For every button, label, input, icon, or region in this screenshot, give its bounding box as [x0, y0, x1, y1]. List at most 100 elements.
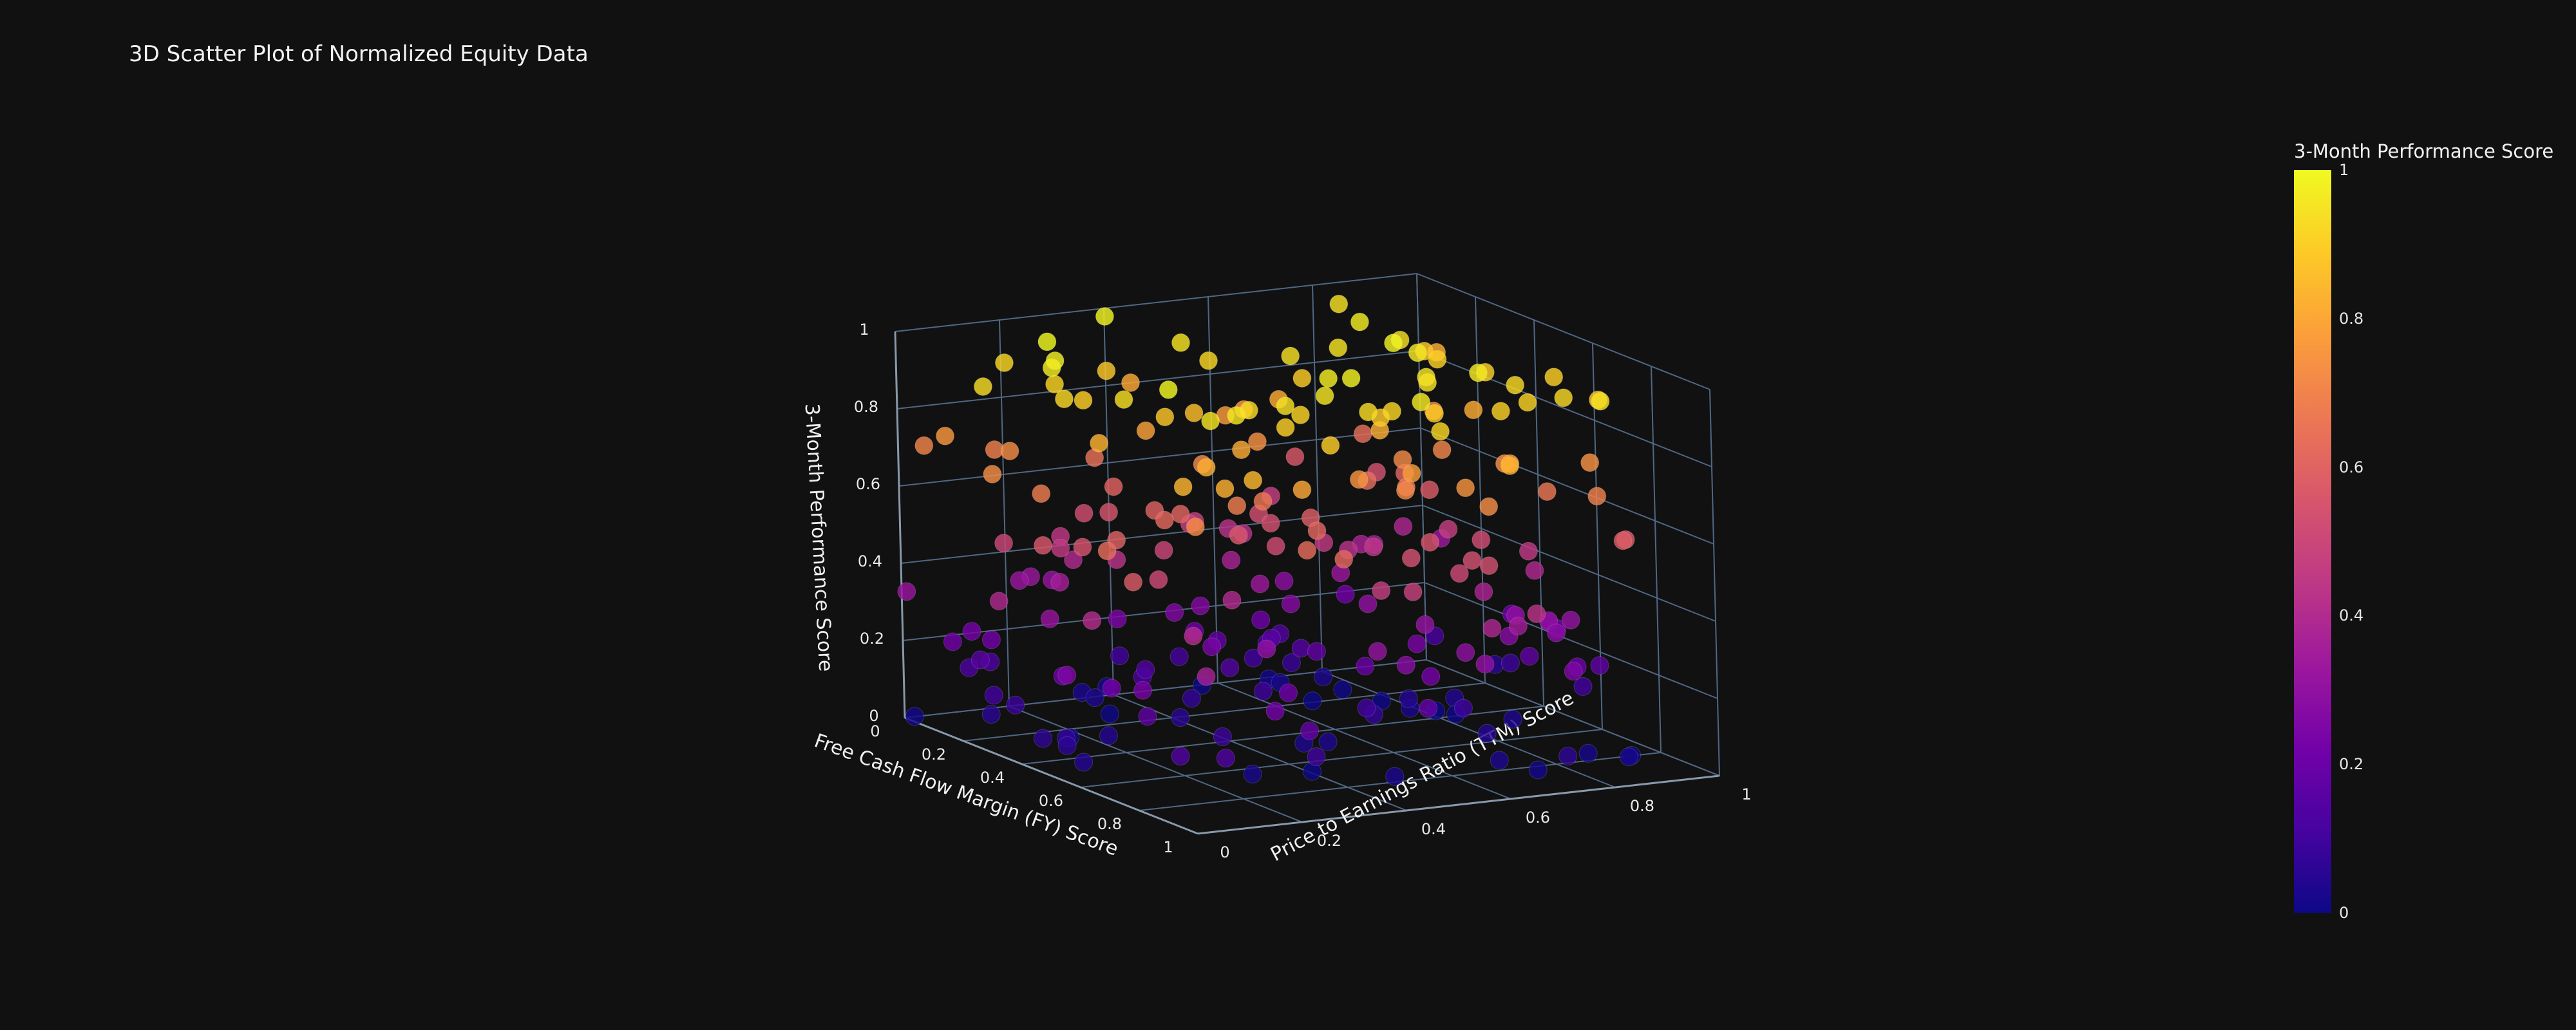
data-point[interactable] — [1399, 689, 1418, 708]
data-point[interactable] — [1578, 744, 1598, 763]
data-point[interactable] — [1349, 470, 1368, 489]
data-point[interactable] — [1136, 660, 1155, 679]
data-point[interactable] — [1319, 369, 1338, 388]
data-point[interactable] — [1074, 391, 1093, 410]
data-point[interactable] — [1182, 689, 1201, 708]
data-point[interactable] — [1527, 604, 1546, 623]
data-point[interactable] — [1418, 373, 1437, 392]
data-point[interactable] — [1353, 424, 1372, 444]
data-point[interactable] — [1100, 704, 1119, 724]
data-point[interactable] — [936, 426, 954, 445]
data-point[interactable] — [1402, 464, 1421, 483]
data-point[interactable] — [1276, 397, 1295, 416]
data-point[interactable] — [1475, 655, 1495, 674]
data-point[interactable] — [1006, 695, 1025, 715]
data-point[interactable] — [1482, 619, 1502, 638]
data-point[interactable] — [1222, 590, 1242, 610]
data-point[interactable] — [1170, 647, 1189, 666]
data-point[interactable] — [1173, 477, 1193, 496]
data-point[interactable] — [1464, 400, 1483, 420]
data-point[interactable] — [1432, 440, 1452, 460]
data-point[interactable] — [1456, 643, 1475, 662]
data-point[interactable] — [1064, 550, 1083, 570]
data-point[interactable] — [1321, 436, 1340, 455]
data-point[interactable] — [1307, 747, 1326, 766]
data-point[interactable] — [1124, 572, 1143, 592]
data-point[interactable] — [1291, 639, 1311, 658]
data-point[interactable] — [1396, 655, 1416, 675]
data-point[interactable] — [1393, 450, 1412, 469]
data-point[interactable] — [1265, 702, 1285, 721]
data-point[interactable] — [1394, 517, 1413, 536]
data-point[interactable] — [1477, 724, 1497, 743]
data-point[interactable] — [1231, 440, 1251, 460]
data-point[interactable] — [1083, 611, 1102, 630]
data-point[interactable] — [1372, 581, 1391, 600]
data-point[interactable] — [1428, 350, 1447, 369]
data-point[interactable] — [1525, 561, 1544, 580]
data-point[interactable] — [1336, 585, 1355, 604]
data-point[interactable] — [973, 377, 992, 396]
data-point[interactable] — [1474, 582, 1493, 601]
data-point[interactable] — [1358, 594, 1378, 613]
data-point[interactable] — [1073, 538, 1092, 557]
data-point[interactable] — [1591, 391, 1610, 411]
data-point[interactable] — [1587, 487, 1607, 506]
data-point[interactable] — [1227, 406, 1246, 425]
data-point[interactable] — [1396, 481, 1415, 500]
data-point[interactable] — [1279, 683, 1298, 702]
data-point[interactable] — [1416, 615, 1435, 634]
data-point[interactable] — [1136, 421, 1155, 440]
data-point[interactable] — [1425, 404, 1444, 423]
data-point[interactable] — [1300, 721, 1320, 740]
data-point[interactable] — [1421, 532, 1439, 552]
data-point[interactable] — [1032, 484, 1051, 503]
data-point[interactable] — [1468, 363, 1488, 382]
data-point[interactable] — [1291, 406, 1310, 425]
data-point[interactable] — [1201, 411, 1220, 431]
data-point[interactable] — [1247, 432, 1267, 451]
data-point[interactable] — [897, 582, 916, 601]
data-point[interactable] — [1501, 456, 1519, 475]
data-point[interactable] — [1050, 573, 1070, 592]
data-point[interactable] — [1564, 662, 1583, 681]
data-point[interactable] — [1520, 646, 1539, 666]
data-point[interactable] — [1121, 373, 1140, 392]
data-point[interactable] — [1298, 541, 1317, 560]
data-point[interactable] — [1329, 338, 1348, 357]
data-point[interactable] — [1184, 626, 1203, 646]
data-point[interactable] — [1215, 479, 1235, 498]
data-point[interactable] — [989, 592, 1009, 611]
data-point[interactable] — [1420, 480, 1439, 500]
data-point[interactable] — [1216, 749, 1235, 768]
data-point[interactable] — [1220, 658, 1240, 677]
data-point[interactable] — [1000, 442, 1019, 461]
data-point[interactable] — [1227, 496, 1247, 516]
data-point[interactable] — [1359, 402, 1378, 422]
data-point[interactable] — [983, 465, 1002, 483]
data-point[interactable] — [1159, 380, 1178, 399]
data-point[interactable] — [1042, 358, 1061, 377]
data-point[interactable] — [1229, 526, 1248, 545]
data-point[interactable] — [1419, 698, 1438, 718]
data-point[interactable] — [1357, 698, 1376, 718]
data-point[interactable] — [905, 707, 924, 726]
data-point[interactable] — [1544, 368, 1564, 387]
data-point[interactable] — [1590, 656, 1609, 675]
data-point[interactable] — [1619, 747, 1638, 767]
data-point[interactable] — [1401, 548, 1421, 568]
data-point[interactable] — [971, 650, 990, 670]
data-point[interactable] — [1274, 572, 1294, 591]
data-point[interactable] — [1244, 648, 1263, 668]
data-point[interactable] — [1276, 418, 1295, 437]
data-point[interactable] — [1537, 482, 1557, 501]
data-point[interactable] — [1074, 753, 1094, 772]
data-point[interactable] — [1528, 760, 1548, 780]
data-point[interactable] — [1341, 369, 1361, 388]
data-point[interactable] — [1051, 539, 1070, 557]
data-point[interactable] — [1133, 680, 1153, 700]
data-point[interactable] — [1454, 698, 1473, 718]
data-point[interactable] — [943, 632, 962, 651]
data-point[interactable] — [1197, 667, 1216, 686]
data-point[interactable] — [1281, 346, 1300, 366]
